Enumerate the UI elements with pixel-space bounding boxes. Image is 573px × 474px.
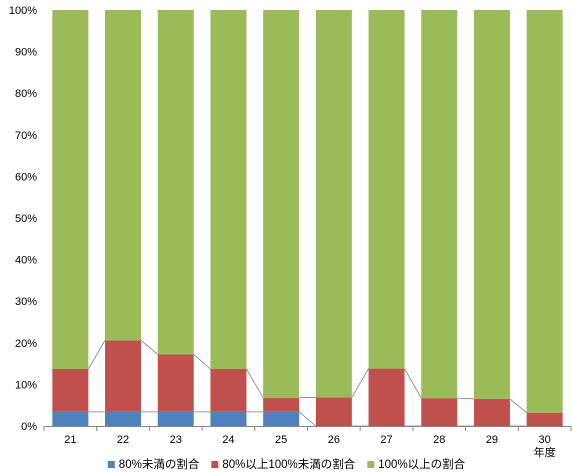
y-tick-label: 30% [15,296,37,308]
y-tick-label: 40% [15,255,37,267]
bar-segment-29-series-3 [473,10,510,399]
series-line-segment [298,411,317,427]
y-tick-label: 100% [9,5,37,17]
bars [52,10,563,426]
bar-segment-25-series-3 [263,10,300,398]
x-tick-label: 27 [380,434,392,446]
y-tick-label: 50% [15,213,37,225]
series-line-segment [457,397,474,400]
x-axis-unit-label: 年度 [534,445,556,459]
legend-item-1: 80%未満の割合 [107,457,200,471]
y-tick-label: 10% [15,379,37,391]
bar-segment-23-series-1 [157,411,194,426]
x-axis-labels: 21 22 23 24 25 26 27 28 29 30 [64,434,551,446]
bar-segment-30-series-3 [526,10,563,413]
series-line-segment [246,368,264,398]
bar-segment-22-series-3 [105,10,142,341]
legend-item-3: 100%以上の割合 [367,457,466,471]
bar-segment-24-series-2 [210,369,247,412]
legend-label: 80%未満の割合 [119,457,200,471]
bar-segment-28-series-3 [421,10,458,399]
bar-segment-23-series-3 [157,10,194,355]
x-tick-label: 26 [328,434,340,446]
x-tick-label: 28 [433,434,445,446]
y-tick-label: 60% [15,171,37,183]
legend-label: 80%以上100%未満の割合 [222,457,355,471]
series-line-segment [351,368,369,398]
bar-segment-25-series-2 [263,397,300,412]
x-tick-label: 21 [64,434,76,446]
legend-swatch [211,461,219,468]
bar-segment-21-series-2 [52,369,89,412]
x-tick-label: 25 [275,434,287,446]
bar-segment-23-series-2 [157,354,194,412]
series-line-segment [88,340,106,370]
bar-segment-27-series-2 [368,368,405,426]
legend-label: 100%以上の割合 [378,457,465,471]
bar-segment-21-series-3 [52,10,89,370]
series-line-segment [140,339,159,355]
series-connector-lines [88,339,527,427]
bar-segment-27-series-3 [368,10,405,369]
legend: 80%未満の割合 80%以上100%未満の割合 100%以上の割合 [107,457,466,471]
bar-segment-22-series-1 [105,411,142,426]
bar-segment-26-series-2 [315,397,352,426]
bar-segment-24-series-1 [210,411,247,426]
bar-segment-30-series-2 [526,412,563,426]
y-tick-label: 20% [15,338,37,350]
bar-segment-24-series-3 [210,10,247,370]
legend-swatch [107,461,115,468]
bar-segment-25-series-1 [263,411,300,426]
y-axis-labels: 0% 10% 20% 30% 40% 50% 60% 70% 80% 90% 100% [9,5,37,433]
x-tick-label: 22 [117,434,129,446]
series-line-segment [509,398,527,413]
x-axis [43,426,572,431]
bar-segment-28-series-2 [421,398,458,426]
bar-segment-21-series-1 [52,411,89,426]
x-tick-label: 30 [539,434,551,446]
legend-item-2: 80%以上100%未満の割合 [211,457,356,471]
x-tick-label: 24 [222,434,234,446]
y-tick-label: 80% [15,88,37,100]
bar-segment-26-series-3 [315,10,352,398]
series-line-segment [404,368,422,399]
series-line-segment [193,354,211,370]
y-tick-label: 0% [21,421,37,433]
legend-swatch [367,461,375,468]
x-tick-label: 29 [486,434,498,446]
y-tick-label: 70% [15,130,37,142]
bar-segment-29-series-2 [473,398,510,426]
x-tick-label: 23 [170,434,182,446]
y-tick-label: 90% [15,47,37,59]
bar-segment-22-series-2 [105,340,142,412]
